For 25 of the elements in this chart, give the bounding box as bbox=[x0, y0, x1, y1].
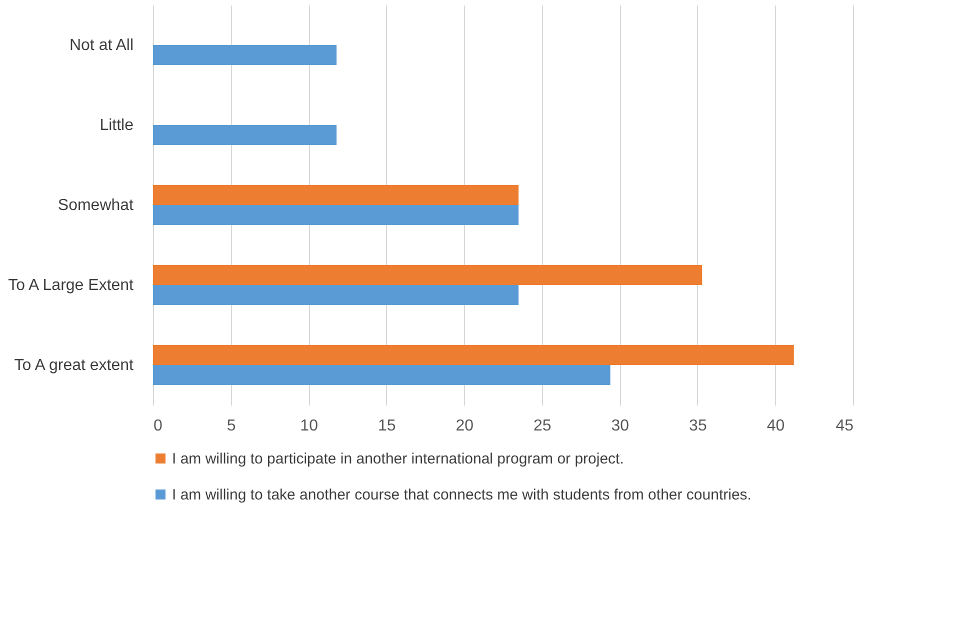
legend-label: I am willing to take another course that connects me with students from other countries. bbox=[172, 486, 752, 504]
x-tick-label: 35 bbox=[689, 418, 707, 434]
y-tick-label: To A Large Extent bbox=[8, 277, 134, 294]
x-tick-label: 15 bbox=[378, 418, 396, 434]
x-tick-label: 10 bbox=[300, 418, 318, 434]
bar bbox=[153, 185, 519, 205]
y-tick-label: Somewhat bbox=[58, 197, 134, 214]
x-tick-label: 30 bbox=[611, 418, 630, 434]
legend-label: I am willing to participate in another international program or project. bbox=[172, 450, 624, 468]
x-tick-label: 5 bbox=[226, 418, 236, 434]
x-tick-label: 25 bbox=[533, 418, 552, 434]
bar bbox=[153, 285, 519, 305]
y-tick-label: To A great extent bbox=[14, 357, 134, 374]
bar bbox=[153, 45, 337, 65]
x-tick-label: 45 bbox=[836, 418, 854, 434]
bar bbox=[153, 125, 337, 145]
x-tick-label: 0 bbox=[154, 418, 162, 434]
y-tick-label: Little bbox=[100, 117, 134, 134]
bar bbox=[153, 345, 794, 365]
bar bbox=[153, 265, 702, 285]
y-tick-label: Not at All bbox=[69, 37, 134, 54]
bar bbox=[153, 365, 610, 385]
x-tick-label: 20 bbox=[456, 418, 474, 434]
bar bbox=[153, 205, 519, 225]
x-tick-label: 40 bbox=[766, 418, 785, 434]
